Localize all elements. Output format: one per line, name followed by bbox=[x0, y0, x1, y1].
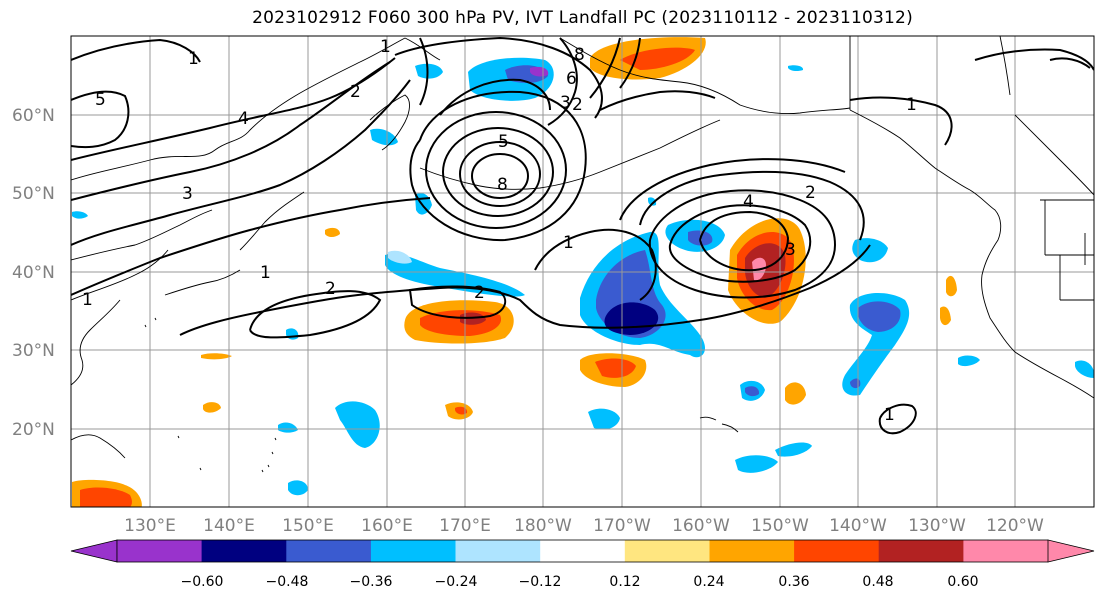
colorbar-tick: −0.60 bbox=[181, 574, 224, 590]
lon-label: 130°W bbox=[908, 516, 966, 536]
lon-label: 140°W bbox=[829, 516, 887, 536]
lon-label: 160°E bbox=[361, 516, 413, 536]
contour-labels: 1 1 1 1 1 1 1 2 2 2 2 2 3 3 3 4 4 5 5 6 … bbox=[82, 37, 917, 425]
colorbar-segments bbox=[117, 540, 1049, 562]
lon-label: 170°W bbox=[593, 516, 651, 536]
colorbar-segment bbox=[201, 540, 287, 562]
lon-label: 150°W bbox=[751, 516, 809, 536]
colorbar-tick: 0.60 bbox=[947, 574, 978, 590]
contour-label: 3 bbox=[182, 184, 193, 204]
graticule bbox=[71, 36, 1094, 507]
colorbar-tick: −0.48 bbox=[266, 574, 309, 590]
colorbar-tick: −0.36 bbox=[350, 574, 393, 590]
contour-label: 8 bbox=[497, 175, 508, 195]
latitude-labels: 60°N 50°N 40°N 30°N 20°N bbox=[12, 106, 55, 440]
colorbar-tick-labels: −0.60 −0.48 −0.36 −0.24 −0.12 0.12 0.24 … bbox=[181, 574, 979, 590]
contour-label: 4 bbox=[743, 192, 754, 212]
lon-label: 170°E bbox=[439, 516, 491, 536]
colorbar: −0.60 −0.48 −0.36 −0.24 −0.12 0.12 0.24 … bbox=[70, 539, 1095, 590]
colorbar-tick: 0.48 bbox=[862, 574, 893, 590]
colorbar-tick: 0.24 bbox=[693, 574, 724, 590]
contour-label: 2 bbox=[474, 283, 485, 303]
lon-label: 180°W bbox=[514, 516, 572, 536]
colorbar-segment bbox=[117, 540, 203, 562]
lat-label: 50°N bbox=[12, 184, 55, 204]
colorbar-segment bbox=[370, 540, 456, 562]
colorbar-segment bbox=[540, 540, 626, 562]
contour-label: 2 bbox=[325, 279, 336, 299]
contour-label: 8 bbox=[574, 45, 585, 65]
contour-label: 5 bbox=[95, 90, 106, 110]
colorbar-extend-right bbox=[1047, 539, 1095, 563]
lat-label: 30°N bbox=[12, 341, 55, 361]
pv-contours bbox=[71, 36, 1094, 435]
contour-label: 3 bbox=[560, 93, 571, 113]
contour-label: 5 bbox=[498, 132, 509, 152]
longitude-labels: 130°E 140°E 150°E 160°E 170°E 180°W 170°… bbox=[124, 516, 1044, 536]
lat-label: 60°N bbox=[12, 106, 55, 126]
contour-label: 1 bbox=[260, 263, 271, 283]
map-panel: 1 1 1 1 1 1 1 2 2 2 2 2 3 3 3 4 4 5 5 6 … bbox=[71, 36, 1094, 507]
contour-label: 2 bbox=[805, 183, 816, 203]
colorbar-tick: 0.36 bbox=[778, 574, 809, 590]
contour-label: 2 bbox=[350, 82, 361, 102]
lat-label: 40°N bbox=[12, 263, 55, 283]
colorbar-segment bbox=[455, 540, 541, 562]
contour-label: 2 bbox=[572, 95, 583, 115]
contour-label: 1 bbox=[82, 290, 93, 310]
lon-label: 160°W bbox=[672, 516, 730, 536]
colorbar-segment bbox=[878, 540, 964, 562]
contour-label: 1 bbox=[884, 405, 895, 425]
colorbar-segment bbox=[794, 540, 880, 562]
lon-label: 130°E bbox=[124, 516, 176, 536]
lat-label: 20°N bbox=[12, 420, 55, 440]
lon-label: 140°E bbox=[203, 516, 255, 536]
map-frame bbox=[70, 35, 1095, 508]
contour-label: 4 bbox=[238, 109, 249, 129]
colorbar-extend-left bbox=[70, 539, 118, 563]
colorbar-tick: 0.12 bbox=[609, 574, 640, 590]
contour-label: 1 bbox=[563, 233, 574, 253]
lon-label: 120°W bbox=[986, 516, 1044, 536]
contour-label: 6 bbox=[566, 69, 577, 89]
colorbar-segment bbox=[286, 540, 372, 562]
contour-label: 1 bbox=[906, 95, 917, 115]
contour-label: 1 bbox=[380, 37, 391, 57]
lon-label: 150°E bbox=[282, 516, 334, 536]
map-title: 2023102912 F060 300 hPa PV, IVT Landfall… bbox=[252, 8, 913, 28]
colorbar-segment bbox=[709, 540, 795, 562]
contour-label: 3 bbox=[785, 240, 796, 260]
colorbar-tick: −0.24 bbox=[435, 574, 478, 590]
colorbar-tick: −0.12 bbox=[519, 574, 562, 590]
colorbar-segment bbox=[624, 540, 710, 562]
contour-label: 1 bbox=[188, 49, 199, 69]
colorbar-segment bbox=[963, 540, 1049, 562]
